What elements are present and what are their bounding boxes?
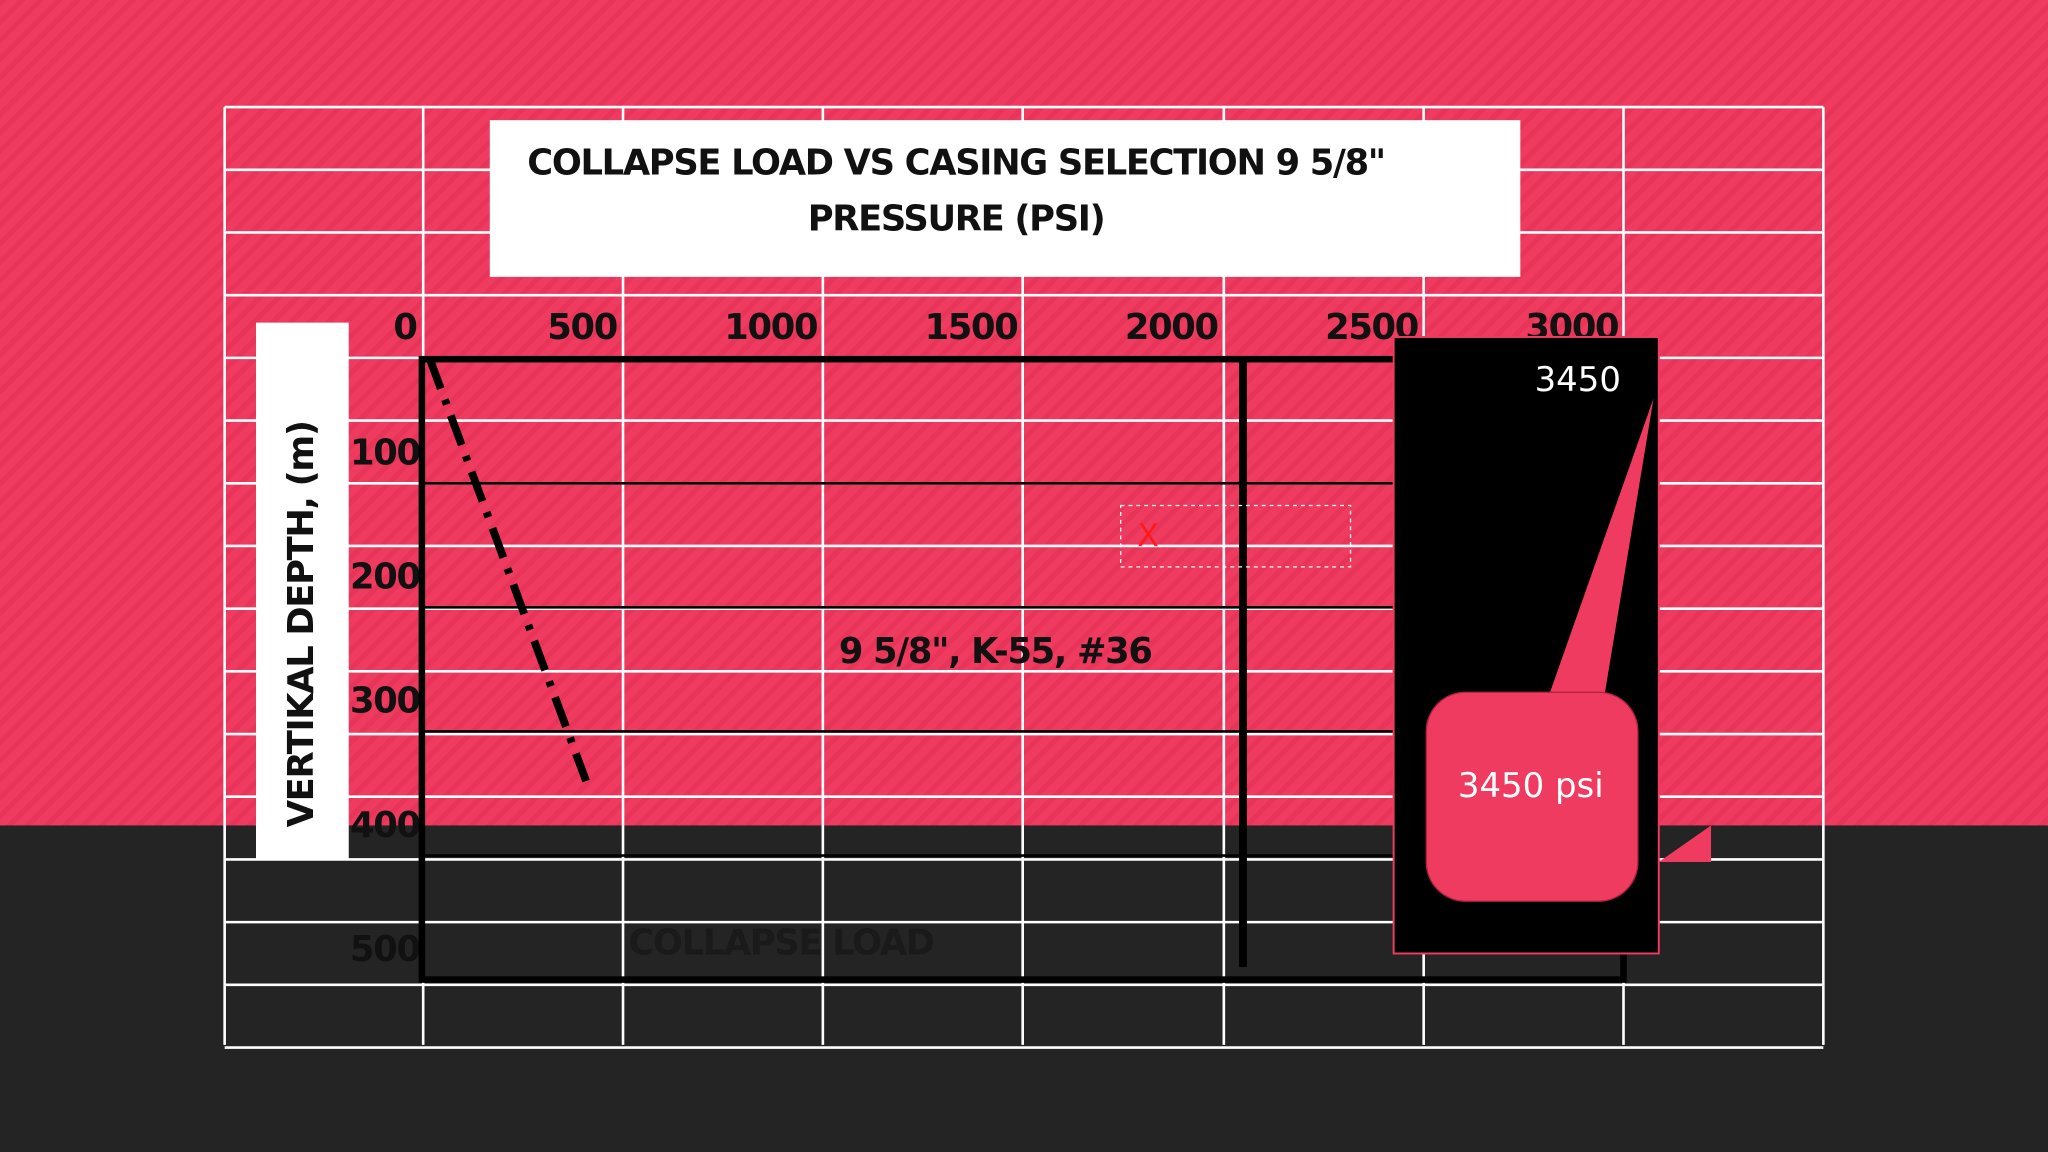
placeholder-mark: X [1137, 518, 1158, 554]
series-label: 9 5/8", K-55, #36 [839, 631, 1152, 672]
callout-tail [1547, 398, 1654, 699]
callout-text: 3450 psi [1458, 766, 1604, 806]
x-tick-label: 2000 [1125, 307, 1218, 348]
series-line [426, 357, 590, 783]
x-axis-label: PRESSURE (PSI) [808, 199, 1105, 240]
x-tick-label: 500 [547, 307, 617, 348]
x-tick-label: 1500 [925, 307, 1018, 348]
callout-bubble [1425, 691, 1639, 902]
y-axis-label: VERTIKAL DEPTH, (m) [281, 421, 322, 827]
title-box [489, 120, 1521, 277]
y-tick-label: 500 [350, 929, 420, 970]
series-label: COLLAPSE LOAD [628, 922, 933, 963]
y-label-box [256, 322, 349, 860]
y-tick-label: 300 [350, 681, 420, 722]
placeholder-box [1120, 504, 1352, 568]
callout-corner [1658, 825, 1712, 863]
y-tick-label: 200 [350, 557, 420, 598]
callout-value: 3450 [1535, 360, 1621, 400]
x-tick-label: 1000 [724, 307, 817, 348]
chart-title: COLLAPSE LOAD VS CASING SELECTION 9 5/8" [527, 143, 1385, 184]
x-tick-label: 0 [393, 307, 416, 348]
y-tick-label: 100 [350, 433, 420, 474]
y-tick-label: 400 [350, 805, 420, 846]
